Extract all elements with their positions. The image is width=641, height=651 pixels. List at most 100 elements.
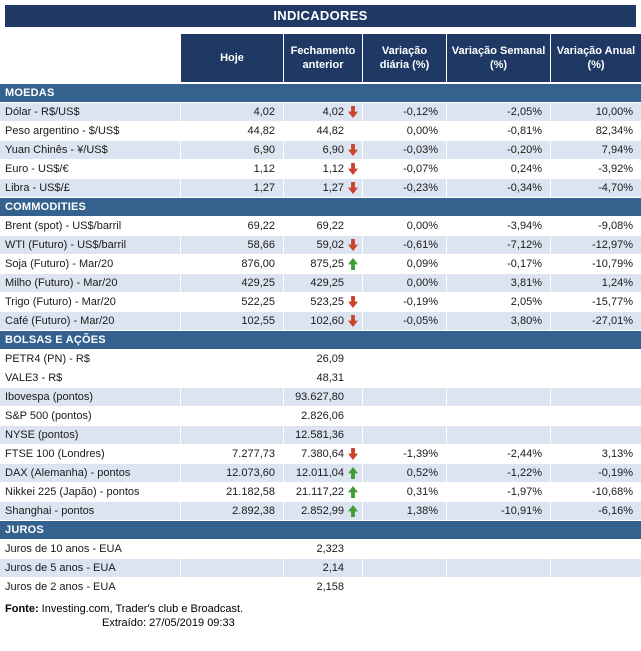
section-title: MOEDAS <box>0 84 641 103</box>
variacao-anual-cell <box>550 559 641 578</box>
variacao-diaria-cell: -0,03% <box>362 141 446 160</box>
down-arrow-icon <box>346 239 359 251</box>
arrow-placeholder <box>346 543 359 555</box>
table-row: Euro - US$/€ 1,12 1,12 -0,07% 0,24% -3,92% <box>0 160 641 179</box>
fechamento-anterior-cell: 7.380,64 <box>283 445 362 464</box>
row-label-cell: Yuan Chinês - ¥/US$ <box>0 141 180 160</box>
fechamento-anterior-cell: 4,02 <box>283 103 362 122</box>
variacao-semanal-cell <box>446 388 550 407</box>
fechamento-value: 44,82 <box>316 125 344 137</box>
down-arrow-icon <box>346 163 359 175</box>
variacao-semanal-cell: -2,05% <box>446 103 550 122</box>
fechamento-value: 26,09 <box>316 353 344 365</box>
fechamento-anterior-cell: 1,27 <box>283 179 362 198</box>
variacao-semanal-cell: -1,22% <box>446 464 550 483</box>
table-row: Juros de 5 anos - EUA 2,14 <box>0 559 641 578</box>
variacao-semanal-cell: -0,20% <box>446 141 550 160</box>
variacao-anual-cell <box>550 388 641 407</box>
table-row: DAX (Alemanha) - pontos 12.073,60 12.011,0… <box>0 464 641 483</box>
row-label-cell: FTSE 100 (Londres) <box>0 445 180 464</box>
variacao-semanal-cell: -0,81% <box>446 122 550 141</box>
hoje-cell <box>180 559 283 578</box>
section-header-row: BOLSAS E AÇÕES <box>0 331 641 350</box>
fechamento-value: 1,27 <box>322 182 344 194</box>
fechamento-anterior-cell: 48,31 <box>283 369 362 388</box>
hoje-cell: 876,00 <box>180 255 283 274</box>
source-note: Fonte: Investing.com, Trader's club e Br… <box>5 603 641 629</box>
row-label-cell: Nikkei 225 (Japão) - pontos <box>0 483 180 502</box>
arrow-placeholder <box>346 429 359 441</box>
variacao-diaria-cell: 0,52% <box>362 464 446 483</box>
table-row: Café (Futuro) - Mar/20 102,55 102,60 -0,05%… <box>0 312 641 331</box>
variacao-anual-cell: -3,92% <box>550 160 641 179</box>
fechamento-anterior-cell: 429,25 <box>283 274 362 293</box>
fechamento-anterior-cell: 12.011,04 <box>283 464 362 483</box>
hoje-cell: 2.892,38 <box>180 502 283 521</box>
variacao-semanal-cell <box>446 578 550 597</box>
variacao-diaria-cell: -0,05% <box>362 312 446 331</box>
hoje-cell: 429,25 <box>180 274 283 293</box>
variacao-diaria-cell <box>362 426 446 445</box>
variacao-anual-cell <box>550 350 641 369</box>
table-row: Shanghai - pontos 2.892,38 2.852,99 1,38% -1… <box>0 502 641 521</box>
variacao-diaria-cell: 0,00% <box>362 217 446 236</box>
hoje-cell: 4,02 <box>180 103 283 122</box>
hoje-cell: 6,90 <box>180 141 283 160</box>
variacao-semanal-cell: -0,34% <box>446 179 550 198</box>
arrow-placeholder <box>346 353 359 365</box>
fechamento-value: 2,14 <box>322 562 344 574</box>
variacao-anual-cell: -6,16% <box>550 502 641 521</box>
section-title: JUROS <box>0 521 641 540</box>
variacao-anual-cell: 1,24% <box>550 274 641 293</box>
variacao-diaria-cell: -0,07% <box>362 160 446 179</box>
variacao-diaria-cell: 0,00% <box>362 274 446 293</box>
row-label-cell: Juros de 5 anos - EUA <box>0 559 180 578</box>
table-row: Juros de 10 anos - EUA 2,323 <box>0 540 641 559</box>
table-row: Dólar - R$/US$ 4,02 4,02 -0,12% -2,05% 10,00% <box>0 103 641 122</box>
down-arrow-icon <box>346 106 359 118</box>
variacao-diaria-cell: 0,31% <box>362 483 446 502</box>
hoje-cell: 7.277,73 <box>180 445 283 464</box>
fechamento-anterior-cell: 2,14 <box>283 559 362 578</box>
down-arrow-icon <box>346 296 359 308</box>
variacao-semanal-cell: -2,44% <box>446 445 550 464</box>
section-title: BOLSAS E AÇÕES <box>0 331 641 350</box>
hoje-cell <box>180 540 283 559</box>
variacao-anual-cell <box>550 540 641 559</box>
fechamento-value: 875,25 <box>310 258 344 270</box>
variacao-semanal-cell <box>446 540 550 559</box>
section-header-row: JUROS <box>0 521 641 540</box>
fechamento-anterior-cell: 59,02 <box>283 236 362 255</box>
variacao-diaria-cell <box>362 350 446 369</box>
hoje-cell: 1,27 <box>180 179 283 198</box>
fechamento-anterior-cell: 523,25 <box>283 293 362 312</box>
hoje-cell <box>180 426 283 445</box>
fechamento-value: 2,323 <box>316 543 344 555</box>
variacao-diaria-cell: -0,12% <box>362 103 446 122</box>
hoje-cell: 522,25 <box>180 293 283 312</box>
fechamento-value: 7.380,64 <box>301 448 344 460</box>
row-label-cell: Juros de 2 anos - EUA <box>0 578 180 597</box>
fechamento-anterior-cell: 93.627,80 <box>283 388 362 407</box>
variacao-semanal-cell <box>446 369 550 388</box>
variacao-diaria-cell <box>362 540 446 559</box>
fechamento-anterior-cell: 875,25 <box>283 255 362 274</box>
table-row: Brent (spot) - US$/barril 69,22 69,22 0,00%… <box>0 217 641 236</box>
row-label-cell: Libra - US$/£ <box>0 179 180 198</box>
table-row: NYSE (pontos) 12.581,36 <box>0 426 641 445</box>
row-label-cell: Milho (Futuro) - Mar/20 <box>0 274 180 293</box>
row-label-cell: Ibovespa (pontos) <box>0 388 180 407</box>
fechamento-anterior-cell: 2,323 <box>283 540 362 559</box>
variacao-semanal-cell: 3,81% <box>446 274 550 293</box>
variacao-anual-cell <box>550 407 641 426</box>
corner-cell <box>0 34 180 84</box>
variacao-semanal-cell: 2,05% <box>446 293 550 312</box>
variacao-diaria-cell: -0,23% <box>362 179 446 198</box>
table-row: Peso argentino - $/US$ 44,82 44,82 0,00% -0,… <box>0 122 641 141</box>
section-header-row: COMMODITIES <box>0 198 641 217</box>
hoje-cell: 102,55 <box>180 312 283 331</box>
variacao-anual-cell <box>550 426 641 445</box>
variacao-anual-cell: 10,00% <box>550 103 641 122</box>
fechamento-anterior-cell: 102,60 <box>283 312 362 331</box>
hoje-cell <box>180 369 283 388</box>
